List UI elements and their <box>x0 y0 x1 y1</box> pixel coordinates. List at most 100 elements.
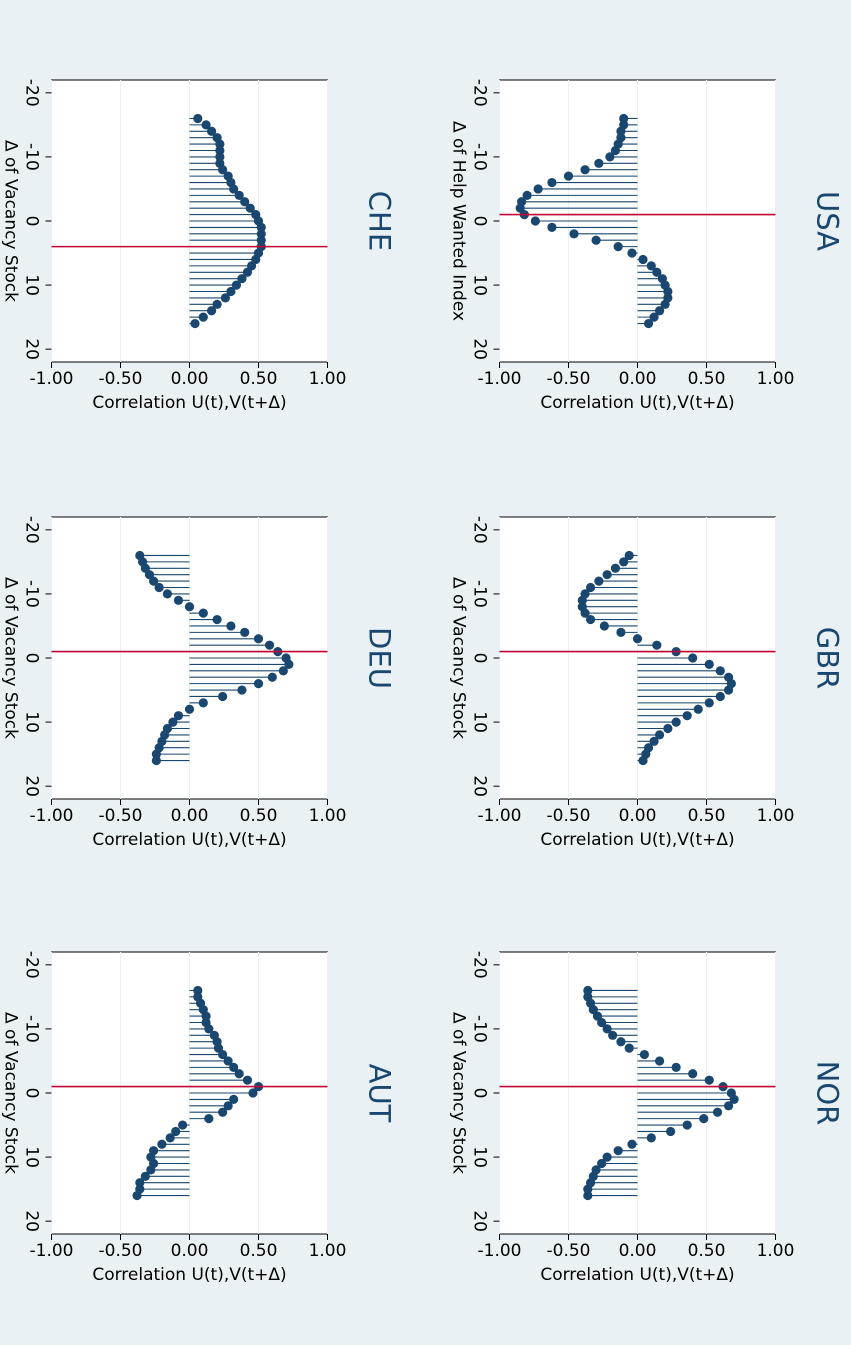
panel-deu-marker <box>151 755 161 766</box>
panel-nor-marker <box>654 1056 665 1066</box>
panel-usa-ytick-label: -1.00 <box>478 369 522 389</box>
panel-usa-marker <box>627 248 637 258</box>
panel-nor-marker <box>597 1158 607 1169</box>
panel-nor-ytick-label: 0.50 <box>688 1241 726 1261</box>
panel-usa-ytick-label: -0.50 <box>547 369 591 389</box>
panel-deu-ytick-label: 0.00 <box>171 806 209 826</box>
panel-che-marker <box>220 293 230 303</box>
panel-gbr-marker <box>682 711 692 721</box>
panel-aut-marker <box>146 1165 156 1175</box>
panel-deu-marker <box>253 634 264 644</box>
panel-nor-marker <box>616 1037 626 1047</box>
panel-aut-marker <box>165 1133 175 1143</box>
panel-aut-ytick-label: 1.00 <box>309 1241 347 1261</box>
panel-deu-marker <box>198 608 208 618</box>
panel-usa-marker <box>643 318 654 329</box>
panel-deu-xtick-label: 20 <box>22 775 42 797</box>
panel-usa-marker <box>563 171 574 181</box>
panel-usa-marker <box>654 306 665 316</box>
panel-usa-marker <box>594 158 604 168</box>
panel-gbr-marker <box>610 563 621 573</box>
panel-gbr-marker <box>671 717 681 727</box>
panel-gbr-marker <box>715 666 725 676</box>
panel-aut-xtick-label: 0 <box>22 1088 42 1099</box>
panel-nor-marker <box>639 1049 649 1060</box>
panel-gbr-xtick-label: 10 <box>470 711 490 733</box>
panel-usa-marker <box>619 113 629 124</box>
panel-usa-marker <box>616 126 626 136</box>
panel-gbr-marker <box>594 576 604 586</box>
panel-aut-marker <box>229 1094 239 1105</box>
panel-aut-xtick-label: -10 <box>22 1015 42 1043</box>
panel-gbr-marker <box>585 582 596 593</box>
panel-gbr-ytick-label: 0.50 <box>688 806 726 826</box>
panel-nor-marker <box>671 1062 681 1072</box>
panel-gbr-marker <box>616 627 626 637</box>
panel-che-xtick-label: -10 <box>22 143 42 171</box>
panel-deu: DEU -1.00 -0.50 0.00 0.50 1.00 -20 -10 0 10 20 Δ of… <box>1 516 397 850</box>
panel-nor-marker <box>723 1101 734 1111</box>
panel-usa-marker <box>530 216 540 226</box>
panel-gbr-marker <box>663 723 673 734</box>
panel-usa-ytick-label: 1.00 <box>757 369 795 389</box>
panel-deu-xtick-label: -10 <box>22 580 42 608</box>
panel-deu-marker <box>284 659 294 670</box>
panel-aut-marker <box>234 1069 244 1079</box>
panel-gbr-marker <box>624 550 634 561</box>
panel-aut-marker <box>157 1139 167 1149</box>
panel-usa-marker <box>547 222 557 233</box>
panel-gbr-marker <box>723 685 734 695</box>
panel-usa-ylabel: Correlation U(t),V(t+Δ) <box>540 393 734 413</box>
panel-deu-marker <box>154 582 164 593</box>
panel-gbr-ytick-label: 1.00 <box>757 806 795 826</box>
panel-che-marker <box>231 280 242 290</box>
panel-gbr-marker <box>649 736 659 746</box>
panel-nor-marker <box>608 1030 618 1040</box>
panel-nor-marker <box>666 1126 676 1137</box>
panel-deu-marker <box>267 672 277 682</box>
panel-nor-marker <box>682 1120 692 1130</box>
panel-nor-xtick-label: -20 <box>470 951 490 979</box>
panel-aut-ytick-label: -0.50 <box>99 1241 143 1261</box>
panel-che-marker <box>256 222 266 233</box>
panel-aut-marker <box>223 1101 233 1111</box>
panel-usa: USA -1.00 -0.50 0.00 0.50 1.00 -20 -10 0 10 20Δ of… <box>449 79 845 413</box>
panel-che-ytick-label: -0.50 <box>99 369 143 389</box>
panel-usa-marker <box>591 235 601 245</box>
panel-nor-marker <box>602 1024 612 1034</box>
panel-usa-marker <box>580 165 590 175</box>
panel-nor-marker <box>699 1114 709 1124</box>
panel-aut-marker <box>140 1171 150 1181</box>
panel-aut-marker <box>193 985 203 996</box>
panel-deu-marker <box>240 627 250 637</box>
panel-gbr-xlabel: Δ of Vacancy Stock <box>449 577 469 739</box>
panel-aut-marker <box>204 1114 214 1124</box>
panel-aut-ylabel: Correlation U(t),V(t+Δ) <box>92 1265 286 1285</box>
panel-che-xtick-label: -20 <box>22 79 42 107</box>
panel-usa-marker <box>646 261 656 271</box>
panel-deu-marker <box>168 717 178 727</box>
panel-aut-ytick-label: -1.00 <box>30 1241 74 1261</box>
panel-usa-title: USA <box>811 191 845 251</box>
panel-gbr-marker <box>638 755 648 766</box>
panel-usa-marker <box>649 312 659 322</box>
panel-gbr-marker <box>585 614 596 625</box>
panel-usa-ytick-label: 0.00 <box>619 369 657 389</box>
panel-nor-marker <box>712 1107 723 1117</box>
panel-nor-marker <box>688 1069 698 1079</box>
panel-gbr-marker <box>715 691 725 702</box>
panel-usa-marker <box>547 177 557 188</box>
panel-che-marker <box>245 203 255 213</box>
panel-gbr-marker <box>704 659 714 670</box>
panel-nor-marker <box>597 1017 607 1028</box>
panel-che-xlabel: Δ of Vacancy Stock <box>1 140 21 302</box>
panel-nor-marker <box>583 1190 593 1201</box>
panel-aut-xtick-label: 20 <box>22 1210 42 1232</box>
panel-che-marker <box>201 120 211 130</box>
panel-che-marker <box>206 306 217 316</box>
panel-aut-marker <box>248 1088 258 1098</box>
panel-che-marker <box>212 299 222 309</box>
panel-nor-marker <box>646 1133 656 1143</box>
panel-nor-marker <box>583 1184 593 1194</box>
panel-gbr-ytick-label: 0.00 <box>619 806 657 826</box>
